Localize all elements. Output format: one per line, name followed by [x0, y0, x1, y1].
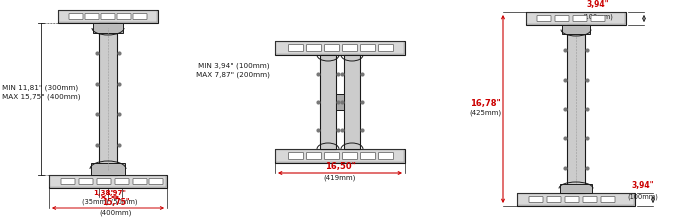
- Text: MIN 3,94" (100mm): MIN 3,94" (100mm): [199, 63, 270, 69]
- FancyBboxPatch shape: [115, 179, 129, 184]
- FancyBboxPatch shape: [79, 179, 93, 184]
- Bar: [526, 12, 626, 25]
- Text: MIN 11,81" (300mm): MIN 11,81" (300mm): [2, 85, 78, 91]
- Bar: [99, 23, 117, 175]
- FancyBboxPatch shape: [547, 196, 561, 203]
- Text: 16,50": 16,50": [324, 162, 356, 172]
- FancyBboxPatch shape: [591, 15, 605, 22]
- FancyBboxPatch shape: [289, 153, 304, 160]
- Text: 15,75": 15,75": [102, 198, 130, 206]
- FancyBboxPatch shape: [343, 44, 358, 51]
- Text: 3,94": 3,94": [631, 181, 654, 190]
- Bar: [567, 25, 585, 193]
- FancyBboxPatch shape: [69, 14, 83, 19]
- Bar: [344, 55, 360, 149]
- Bar: [58, 10, 158, 23]
- FancyBboxPatch shape: [379, 153, 393, 160]
- Bar: [275, 41, 405, 55]
- Bar: [275, 149, 405, 163]
- Text: (35mm) (50mm): (35mm) (50mm): [82, 199, 138, 205]
- Bar: [49, 175, 167, 188]
- FancyBboxPatch shape: [343, 153, 358, 160]
- Text: (425mm): (425mm): [469, 110, 501, 116]
- FancyBboxPatch shape: [555, 15, 569, 22]
- FancyBboxPatch shape: [85, 14, 99, 19]
- FancyBboxPatch shape: [117, 14, 131, 19]
- Bar: [320, 55, 336, 149]
- FancyBboxPatch shape: [133, 179, 147, 184]
- Bar: [560, 184, 592, 193]
- FancyBboxPatch shape: [97, 179, 111, 184]
- FancyBboxPatch shape: [537, 15, 551, 22]
- FancyBboxPatch shape: [324, 153, 339, 160]
- FancyBboxPatch shape: [565, 196, 579, 203]
- Text: 1,38": 1,38": [93, 189, 114, 196]
- FancyBboxPatch shape: [101, 14, 115, 19]
- Text: 1,97": 1,97": [105, 189, 126, 196]
- FancyBboxPatch shape: [573, 15, 587, 22]
- Bar: [562, 25, 590, 34]
- FancyBboxPatch shape: [529, 196, 543, 203]
- Text: MAX 15,75" (400mm): MAX 15,75" (400mm): [2, 94, 80, 100]
- Bar: [50, 176, 166, 187]
- Bar: [276, 150, 404, 162]
- Text: (419mm): (419mm): [324, 174, 356, 181]
- FancyBboxPatch shape: [601, 196, 615, 203]
- Text: MAX 7,87" (200mm): MAX 7,87" (200mm): [196, 72, 270, 78]
- FancyBboxPatch shape: [583, 196, 597, 203]
- FancyBboxPatch shape: [324, 44, 339, 51]
- Bar: [59, 11, 157, 22]
- FancyBboxPatch shape: [306, 44, 322, 51]
- Text: 16,78": 16,78": [470, 99, 501, 107]
- Bar: [527, 13, 625, 24]
- FancyBboxPatch shape: [360, 44, 375, 51]
- Bar: [91, 163, 125, 175]
- Text: 3,94": 3,94": [587, 0, 609, 9]
- Text: (100mm): (100mm): [583, 13, 613, 19]
- Bar: [276, 42, 404, 54]
- FancyBboxPatch shape: [306, 153, 322, 160]
- FancyBboxPatch shape: [133, 14, 147, 19]
- FancyBboxPatch shape: [61, 179, 75, 184]
- Bar: [517, 193, 635, 206]
- FancyBboxPatch shape: [360, 153, 375, 160]
- FancyBboxPatch shape: [379, 44, 393, 51]
- FancyBboxPatch shape: [149, 179, 163, 184]
- Bar: [518, 194, 634, 205]
- Bar: [93, 23, 123, 33]
- FancyBboxPatch shape: [289, 44, 304, 51]
- Text: (100mm): (100mm): [627, 194, 658, 201]
- Text: (400mm): (400mm): [100, 209, 132, 216]
- Bar: [336, 94, 344, 110]
